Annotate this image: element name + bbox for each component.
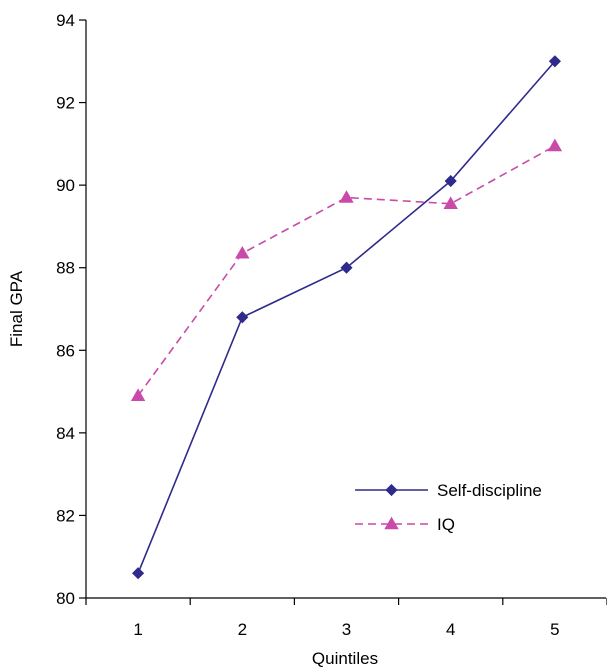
legend-label: IQ — [437, 515, 455, 534]
x-tick-label: 4 — [446, 620, 455, 639]
y-tick-label: 86 — [56, 341, 75, 360]
y-tick-label: 88 — [56, 259, 75, 278]
y-tick-label: 90 — [56, 176, 75, 195]
legend: Self-discipline IQ — [355, 481, 542, 534]
series-layer — [130, 55, 563, 580]
data-point — [548, 55, 561, 68]
y-tick-label: 94 — [56, 11, 75, 30]
legend-marker — [384, 516, 399, 530]
x-tick-label: 2 — [238, 620, 247, 639]
series-iq — [130, 138, 563, 401]
data-point — [339, 190, 354, 203]
series-line — [137, 145, 556, 397]
x-axis-ticks: 1 2 3 4 5 — [85, 598, 607, 639]
y-tick-label: 80 — [56, 589, 75, 608]
data-point — [340, 261, 353, 274]
x-tick-label: 5 — [550, 620, 559, 639]
legend-label: Self-discipline — [437, 481, 542, 500]
data-point — [443, 196, 458, 209]
x-tick-label: 1 — [133, 620, 142, 639]
y-tick-label: 84 — [56, 424, 75, 443]
y-axis-title: Final GPA — [7, 270, 26, 347]
y-tick-label: 82 — [56, 506, 75, 525]
data-point — [132, 567, 145, 580]
series-self-discipline — [132, 55, 561, 580]
legend-marker — [385, 483, 398, 497]
data-point — [444, 174, 457, 188]
x-axis-title: Quintiles — [312, 649, 378, 668]
data-point — [236, 311, 249, 324]
data-point — [130, 388, 146, 401]
x-tick-label: 3 — [342, 620, 351, 639]
data-point — [547, 138, 563, 152]
y-tick-label: 92 — [56, 94, 75, 113]
y-axis-ticks: 80 82 84 86 88 90 92 94 — [56, 11, 86, 608]
data-point — [235, 245, 250, 259]
